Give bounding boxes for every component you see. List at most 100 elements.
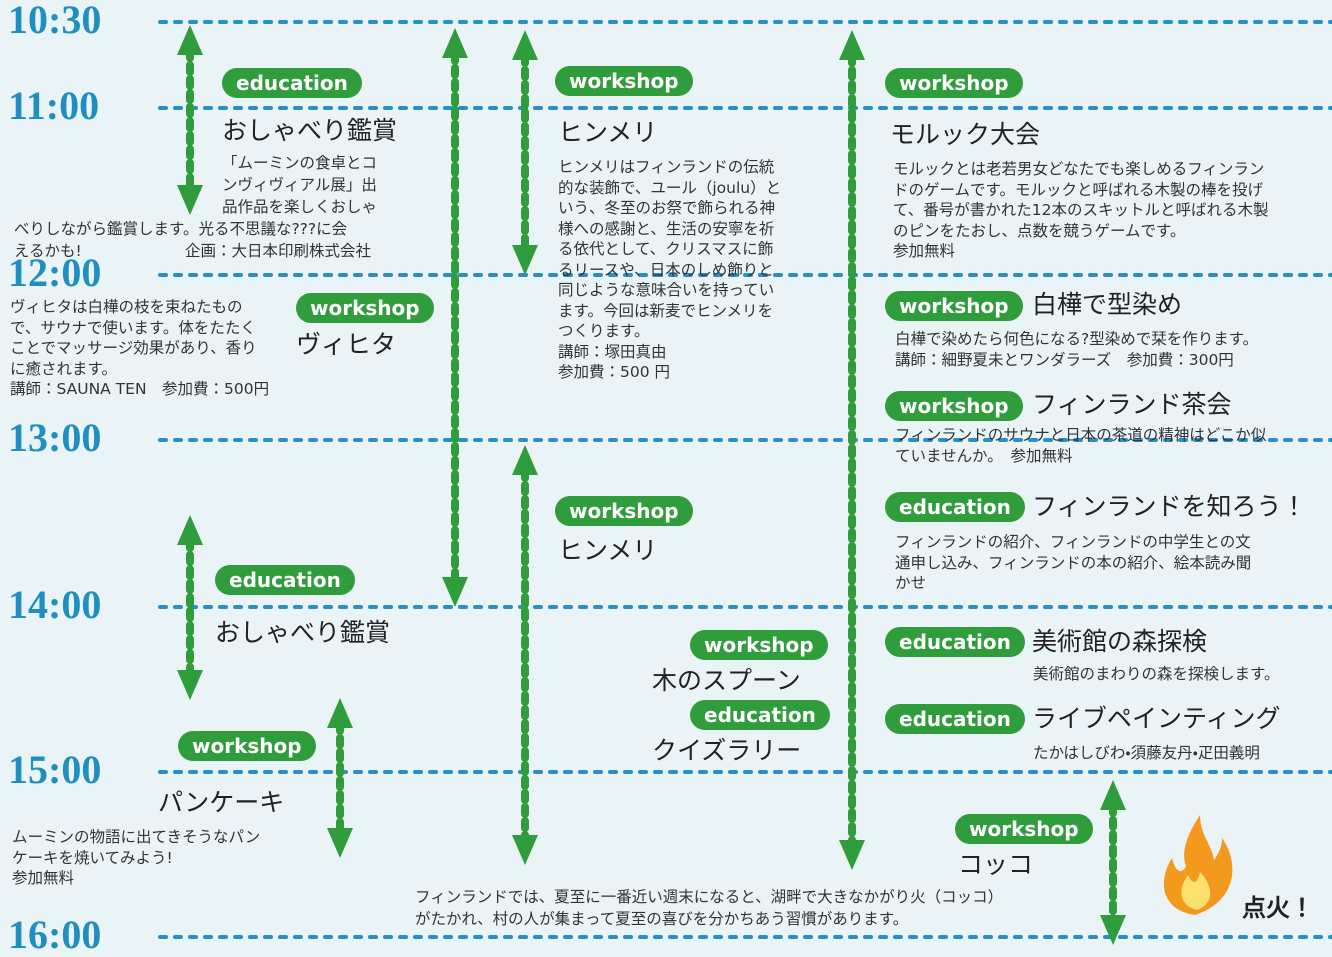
event-title: ライブペインティング [1032,704,1281,733]
event-tag: workshop [296,293,434,323]
time-label: 14:00 [8,582,102,627]
arrow-head [512,835,538,865]
event-description: ドのゲームです。モルックと呼ばれる木製の棒を投げ [893,180,1263,199]
arrow-head [177,515,203,545]
event-description: ヴィヒタは白樺の枝を束ねたもの [10,298,243,316]
event-title: パンケーキ [158,788,285,817]
event-description: に癒されます。 [10,359,117,378]
arrow-head [442,28,468,58]
event-tag: education [215,565,355,595]
event-title: クイズラリー [652,736,802,765]
event-description: たかはしびわ・須藤友丹・疋田義明 [1033,744,1260,762]
fire-icon [1163,815,1233,915]
arrow-head [177,670,203,700]
event-title: 白樺で型染め [1032,290,1183,319]
arrow-head [839,840,865,870]
event-description: て、番号が書かれた12本のスキットルと呼ばれる木製 [893,201,1269,219]
arrow-head [512,245,538,275]
arrow-head [1100,780,1126,810]
event-description: 企画：大日本印刷株式会社 [185,242,372,260]
event-description: いう、冬至のお祭で飾られる神 [558,199,776,217]
event-tag: workshop [955,814,1093,844]
event-description: 的な装飾で、ユール（joulu）と [558,178,782,197]
event-description: 品作品を楽しくおしゃ [222,198,378,216]
event-description: べりしながら鑑賞します。光る不思議な???に会 [14,220,348,238]
event-title: フィンランド茶会 [1032,390,1232,419]
event-title: おしゃべり鑑賞 [215,618,391,647]
time-label: 11:00 [8,83,100,128]
fire-icon-core [1181,872,1211,910]
event-description: ことでマッサージ効果があり、香り [10,339,257,357]
event-description: で、サウナで使います。体をたたく [10,318,256,337]
event-title: フィンランドを知ろう！ [1032,492,1307,521]
arrow-head [442,577,468,607]
event-tag: education [885,627,1025,657]
event-description: つくります。 [558,322,650,340]
event-title: モルック大会 [890,120,1041,149]
event-title: ヒンメリ [558,536,658,565]
event-tag: education [690,700,830,730]
event-description: ムーミンの物語に出てきそうなパン [12,828,261,846]
arrow-head [1100,915,1126,945]
time-label: 16:00 [8,912,102,957]
event-tag: workshop [555,66,693,96]
event-description: フィンランドの紹介、フィンランドの中学生との文 [895,533,1251,551]
arrow-head [327,698,353,728]
event-description: ケーキを焼いてみよう! [12,848,173,867]
fire-label: 点火！ [1242,894,1314,922]
event-description: ます。今回は新麦でヒンメリを [558,301,773,320]
event-description: のピンをたおし、点数を競うゲームです。 [893,221,1186,240]
event-description: 美術館のまわりの森を探検します。 [1033,665,1280,683]
event-description: 参加無料 [893,242,956,260]
event-description: 講師：塚田真由 [558,342,667,361]
event-tag: workshop [178,731,316,761]
event-description: かせ [895,574,927,592]
arrow-head [512,445,538,475]
event-description: 「ムーミンの食卓とコ [222,154,378,172]
arrow-head [512,30,538,60]
event-tag: workshop [885,291,1023,321]
footer-text: フィンランドでは、夏至に一番近い週末になると、湖畔で大きなかがり火（コッコ） [415,888,1004,906]
event-description: ヒンメリはフィンランドの伝統 [558,158,775,176]
event-description: ていませんか。 参加無料 [895,446,1073,465]
arrow-head [839,30,865,60]
event-tag: workshop [555,496,693,526]
event-tag: education [222,68,362,98]
event-title: 木のスプーン [652,666,801,695]
event-title: おしゃべり鑑賞 [222,116,398,145]
event-description: 同じような意味合いを持ってい [558,281,775,299]
event-tag: workshop [885,391,1023,421]
event-title: ヴィヒタ [296,330,397,359]
event-description: るリースや、日本のしめ飾りと [558,260,774,279]
time-label: 15:00 [8,747,102,792]
event-tag: education [885,492,1025,522]
event-title: ヒンメリ [558,118,658,147]
event-tag: workshop [885,68,1023,98]
event-description: 講師：SAUNA TEN 参加費：500円 [10,380,270,398]
event-description: ンヴィヴィアル展」出 [222,176,377,194]
event-description: 白樺で染めたら何色になる?型染めで栞を作ります。 [895,330,1259,348]
event-description: 通申し込み、フィンランドの本の紹介、絵本読み聞 [895,553,1252,572]
arrow-head [177,185,203,215]
event-description: 講師：細野夏未とワンダラーズ 参加費：300円 [895,350,1234,369]
event-description: 様への感謝と、生活の安寧を祈 [558,219,775,238]
footer-text: がたかれ、村の人が集まって夏至の喜びを分かちあう習慣があります。 [415,910,909,928]
arrow-head [327,828,353,858]
event-tag: education [885,704,1025,734]
time-label: 13:00 [8,415,102,460]
event-tag: workshop [690,630,828,660]
event-title: コッコ [958,850,1034,879]
event-description: る依代として、クリスマスに飾 [558,240,774,258]
event-description: 参加費：500 円 [558,363,671,381]
event-description: えるかも! [14,242,82,260]
arrow-head [177,25,203,55]
event-description: モルックとは老若男女どなたでも楽しめるフィンラン [893,160,1265,178]
time-label: 12:00 [8,250,102,295]
event-description: 参加無料 [12,869,75,887]
time-label: 10:30 [8,0,102,42]
event-description: フィンランドのサウナと日本の茶道の精神はどこか似 [895,426,1267,444]
event-title: 美術館の森探検 [1032,627,1208,656]
